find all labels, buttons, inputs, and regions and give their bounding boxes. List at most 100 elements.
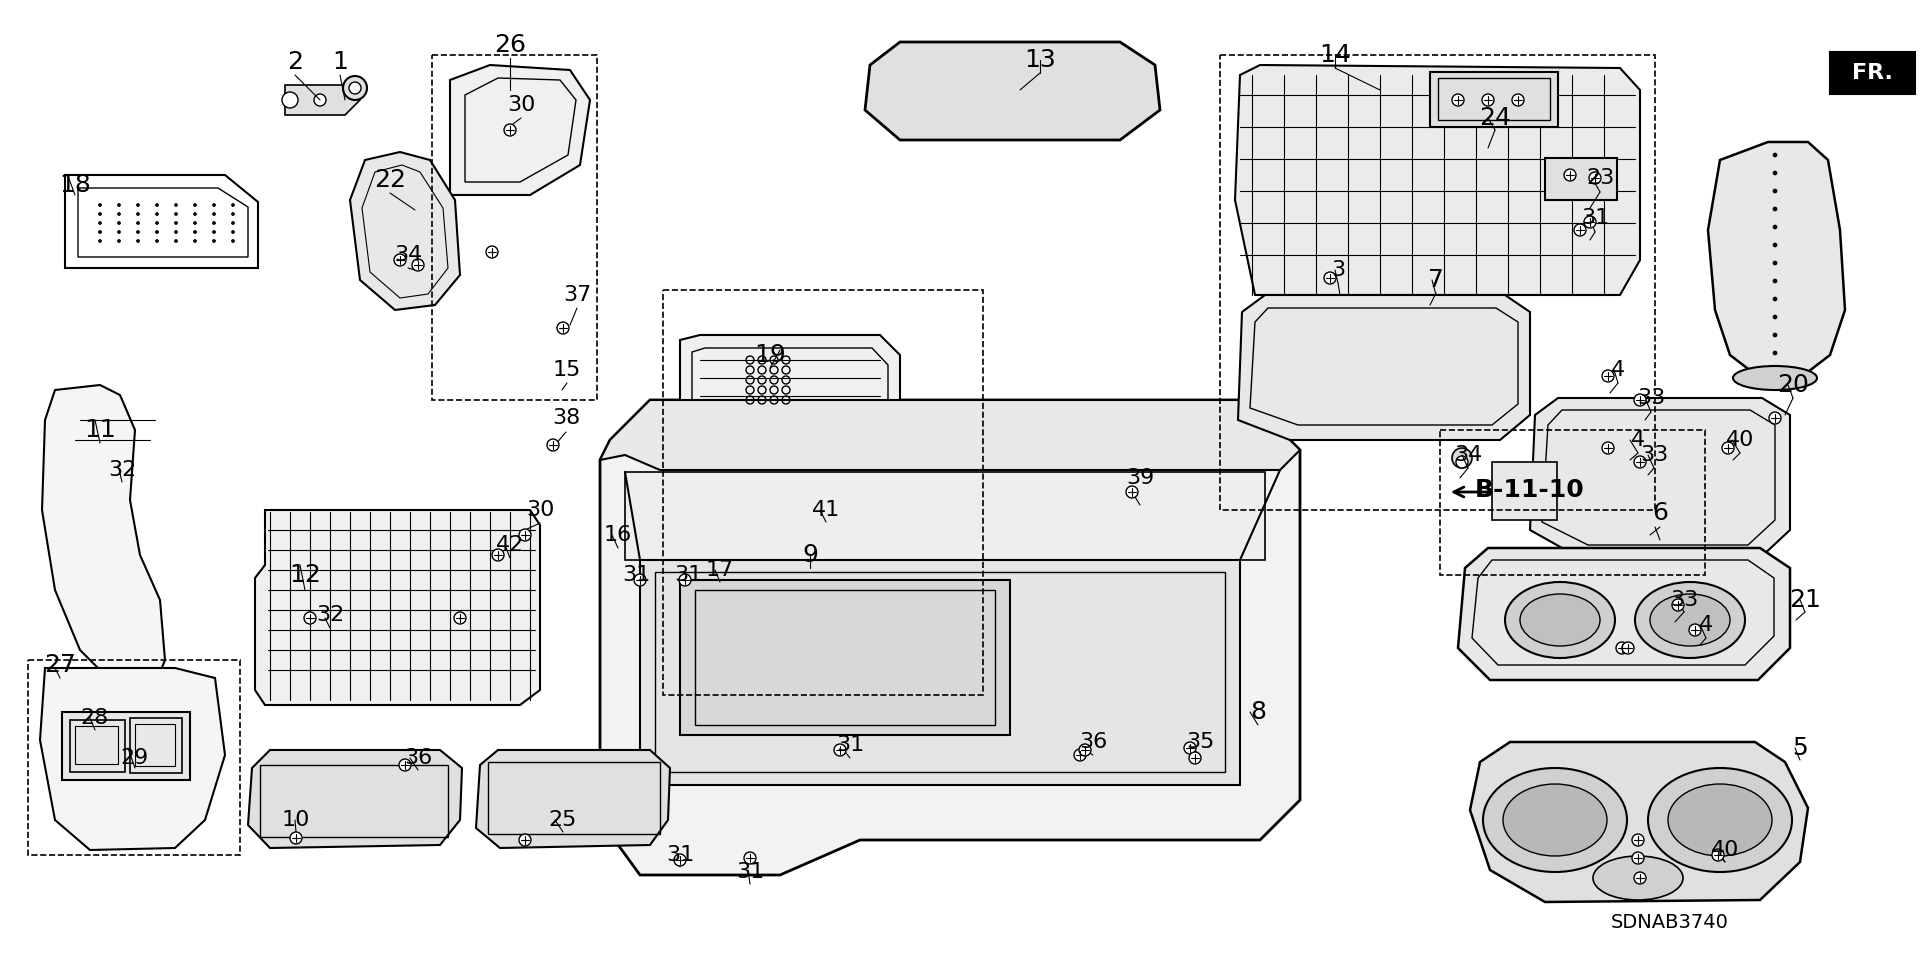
Text: 5: 5 [1791, 736, 1809, 760]
Bar [662, 290, 983, 695]
Text: 31: 31 [674, 565, 703, 585]
Circle shape [213, 213, 215, 216]
Circle shape [1634, 456, 1645, 468]
Circle shape [117, 203, 121, 206]
Text: 6: 6 [1651, 501, 1668, 525]
Circle shape [232, 222, 234, 224]
Circle shape [503, 124, 516, 136]
Text: 42: 42 [495, 535, 524, 555]
Polygon shape [599, 400, 1300, 470]
Circle shape [136, 240, 140, 243]
Polygon shape [1235, 65, 1640, 295]
Circle shape [1713, 849, 1724, 861]
Polygon shape [1471, 742, 1809, 902]
Polygon shape [680, 335, 900, 460]
Bar [134, 724, 175, 766]
Circle shape [1079, 744, 1091, 756]
Text: 4: 4 [1630, 430, 1645, 450]
Text: 7: 7 [1428, 268, 1444, 292]
Circle shape [194, 213, 196, 216]
Polygon shape [40, 668, 225, 850]
Circle shape [98, 240, 102, 243]
Ellipse shape [1505, 582, 1615, 658]
Circle shape [453, 612, 467, 624]
Circle shape [136, 213, 140, 216]
Circle shape [303, 612, 317, 624]
Text: 17: 17 [707, 560, 733, 580]
Polygon shape [349, 152, 461, 310]
Bar [1492, 462, 1557, 520]
Bar [29, 660, 240, 855]
Circle shape [232, 203, 234, 206]
Text: 35: 35 [1187, 732, 1213, 752]
Polygon shape [449, 65, 589, 195]
Circle shape [1590, 172, 1601, 184]
Circle shape [1513, 94, 1524, 106]
Circle shape [282, 92, 298, 108]
Circle shape [1073, 749, 1087, 761]
Bar [1438, 78, 1549, 120]
Circle shape [1768, 412, 1782, 424]
Circle shape [1601, 370, 1615, 382]
Text: 30: 30 [526, 500, 555, 520]
Circle shape [1772, 315, 1778, 319]
Circle shape [1634, 394, 1645, 406]
Circle shape [1452, 448, 1473, 468]
Circle shape [1772, 189, 1778, 193]
Bar [626, 472, 1265, 560]
Text: 31: 31 [835, 735, 864, 755]
Circle shape [1188, 752, 1202, 764]
Text: 10: 10 [282, 810, 311, 830]
Text: 15: 15 [553, 360, 582, 380]
Circle shape [1772, 171, 1778, 175]
Text: 23: 23 [1586, 168, 1615, 188]
Text: 3: 3 [1331, 260, 1346, 280]
Circle shape [1565, 169, 1576, 181]
Text: 13: 13 [1023, 48, 1056, 72]
Text: 38: 38 [551, 408, 580, 428]
Circle shape [213, 222, 215, 224]
Circle shape [1584, 216, 1596, 228]
Circle shape [634, 574, 645, 586]
Polygon shape [1709, 142, 1845, 378]
Circle shape [680, 574, 691, 586]
Circle shape [1632, 834, 1644, 846]
Circle shape [1482, 94, 1494, 106]
Circle shape [98, 213, 102, 216]
Circle shape [117, 222, 121, 224]
Text: 12: 12 [290, 563, 321, 587]
Text: 21: 21 [1789, 588, 1820, 612]
Circle shape [232, 213, 234, 216]
Text: FR.: FR. [1851, 63, 1893, 83]
Polygon shape [476, 750, 670, 848]
Circle shape [1772, 243, 1778, 247]
Polygon shape [1238, 295, 1530, 440]
Text: 2: 2 [286, 50, 303, 74]
Bar [131, 718, 182, 773]
Circle shape [1722, 442, 1734, 454]
Polygon shape [866, 42, 1160, 140]
Bar [69, 720, 125, 772]
Bar [75, 726, 117, 764]
Text: 18: 18 [60, 173, 90, 197]
Circle shape [98, 222, 102, 224]
Circle shape [557, 322, 568, 334]
Polygon shape [255, 510, 540, 705]
Text: 26: 26 [493, 33, 526, 57]
Text: 31: 31 [1580, 208, 1609, 228]
Text: 31: 31 [622, 565, 651, 585]
Ellipse shape [1649, 594, 1730, 646]
Text: 40: 40 [1711, 840, 1740, 860]
Bar [655, 572, 1225, 772]
Polygon shape [284, 85, 361, 115]
Text: SDNAB3740: SDNAB3740 [1611, 913, 1728, 931]
Circle shape [1574, 224, 1586, 236]
Circle shape [399, 759, 411, 771]
Circle shape [833, 744, 847, 756]
Circle shape [98, 230, 102, 233]
Text: 40: 40 [1726, 430, 1755, 450]
Circle shape [136, 222, 140, 224]
Ellipse shape [1503, 784, 1607, 856]
Circle shape [117, 230, 121, 233]
Text: 33: 33 [1670, 590, 1697, 610]
